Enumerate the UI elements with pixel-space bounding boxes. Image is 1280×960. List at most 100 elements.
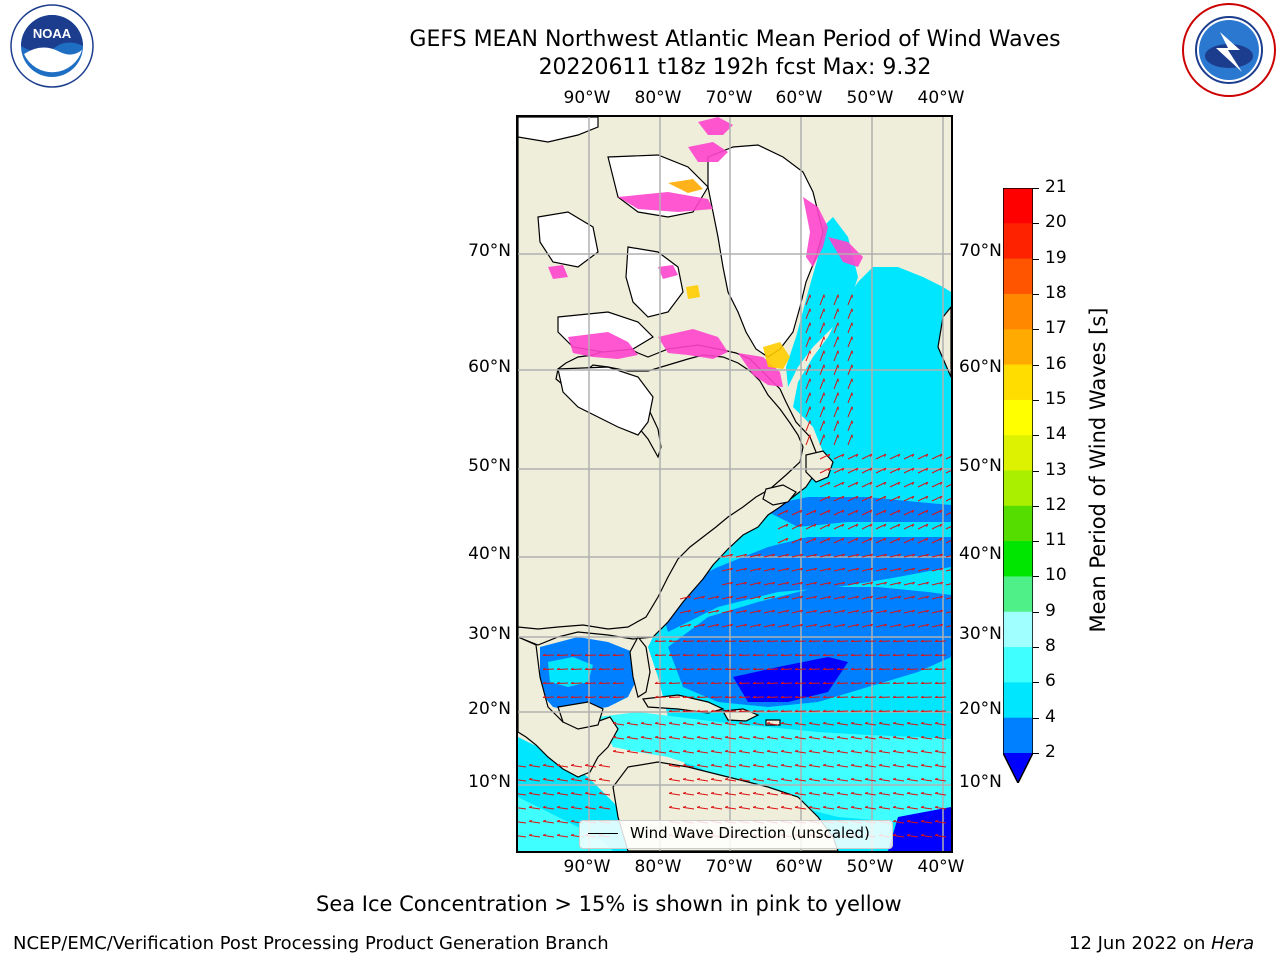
- wind-vector-head: [584, 763, 589, 766]
- wind-vector: [791, 623, 803, 628]
- wind-vector: [889, 495, 901, 502]
- wind-vector-head: [696, 653, 700, 656]
- wind-vector-head: [744, 567, 748, 571]
- wind-vector: [893, 736, 905, 740]
- wind-vector-head: [822, 763, 827, 766]
- wind-vector: [763, 581, 775, 586]
- wind-vector-head: [800, 609, 804, 613]
- wind-vector-head: [786, 623, 790, 627]
- wind-vector: [711, 750, 723, 754]
- wind-vector: [598, 668, 611, 670]
- wind-vector-head: [855, 453, 859, 457]
- wind-vector: [725, 806, 737, 810]
- wind-vector-head: [856, 567, 860, 571]
- wind-vector-head: [892, 805, 897, 808]
- wind-vector-head: [864, 653, 868, 656]
- wind-vector: [921, 764, 933, 768]
- wind-vector-head: [668, 721, 673, 724]
- wind-vector-head: [710, 721, 715, 724]
- wind-vector: [879, 806, 891, 810]
- wind-vector-head: [696, 763, 701, 766]
- wind-vector: [917, 623, 929, 628]
- wind-vector-head: [808, 735, 813, 738]
- wind-vector-head: [920, 763, 925, 766]
- wind-vector-head: [814, 581, 818, 585]
- wind-vector-head: [934, 749, 939, 752]
- wind-vector: [570, 696, 583, 698]
- wind-vector-head: [926, 553, 930, 557]
- wind-vector: [875, 453, 887, 460]
- wind-vector-head: [925, 481, 929, 485]
- wind-vector: [612, 654, 625, 656]
- wind-vector: [889, 467, 901, 474]
- wind-vector-head: [827, 509, 831, 513]
- lat-label-right: 60°N: [959, 357, 1002, 377]
- wind-vector: [945, 625, 951, 628]
- wind-vector: [917, 467, 929, 474]
- wind-vector-head: [716, 609, 720, 613]
- wind-vector-head: [542, 653, 546, 656]
- wind-vector: [739, 778, 751, 782]
- wind-vector: [907, 806, 919, 810]
- wind-vector-head: [850, 763, 855, 766]
- wind-vector: [837, 778, 849, 782]
- wind-vector: [711, 778, 723, 782]
- wind-vector-head: [906, 721, 911, 724]
- wind-vector: [735, 567, 747, 572]
- wind-vector: [805, 336, 811, 348]
- wind-vector-head: [794, 721, 799, 724]
- wind-vector: [766, 640, 779, 642]
- map-panel[interactable]: Wind Wave Direction (unscaled): [516, 115, 953, 853]
- wind-vector: [655, 750, 667, 754]
- wind-vector: [721, 623, 733, 628]
- wind-vector-head: [856, 609, 860, 613]
- wind-vector: [934, 640, 947, 642]
- wind-vector-head: [808, 639, 812, 642]
- wind-vector-head: [878, 749, 883, 752]
- wind-vector: [935, 764, 947, 768]
- wind-vector: [836, 640, 849, 642]
- wind-vector: [808, 682, 821, 684]
- wind-vectors: [518, 294, 951, 838]
- wind-vector: [738, 654, 751, 656]
- wind-vector-head: [856, 595, 860, 599]
- wind-vector: [697, 806, 709, 810]
- wind-vector: [819, 420, 825, 432]
- wind-vector-head: [682, 763, 687, 766]
- wind-vector-head: [884, 567, 888, 571]
- wind-vector: [819, 523, 831, 530]
- wind-vector: [767, 806, 779, 810]
- wind-vector: [683, 750, 695, 754]
- wind-vector-head: [855, 481, 859, 485]
- wind-vector-head: [920, 791, 925, 794]
- wind-vector-head: [920, 721, 925, 724]
- colorbar-tick-mark: [1033, 682, 1039, 684]
- wind-vector-head: [696, 735, 701, 738]
- wind-vector-head: [730, 623, 734, 627]
- wind-vector-head: [780, 763, 785, 766]
- wind-vector-head: [870, 581, 874, 585]
- wind-vector: [819, 378, 825, 390]
- wind-vector: [738, 682, 751, 684]
- wind-vector: [767, 750, 779, 754]
- wind-vector-head: [925, 467, 929, 471]
- colorbar-tick-label: 21: [1045, 177, 1067, 197]
- wind-vector: [518, 821, 527, 824]
- wind-vector-head: [752, 777, 757, 780]
- wind-vector: [934, 654, 947, 656]
- wind-vector-head: [925, 509, 929, 513]
- wind-vector-head: [912, 623, 916, 627]
- wind-vector: [641, 750, 653, 754]
- wind-vector-head: [827, 537, 831, 541]
- wind-vector: [921, 750, 933, 754]
- wind-vector-head: [744, 623, 748, 627]
- wind-vector-head: [696, 639, 700, 642]
- wind-vector-head: [934, 709, 938, 712]
- wind-vector-head: [724, 653, 728, 656]
- lon-label-top: 40°W: [917, 88, 965, 108]
- lat-label-right: 20°N: [959, 699, 1002, 719]
- wind-vector-head: [570, 777, 575, 780]
- wind-vector-head: [842, 595, 846, 599]
- wind-vector: [767, 736, 779, 740]
- wind-vector: [945, 555, 951, 558]
